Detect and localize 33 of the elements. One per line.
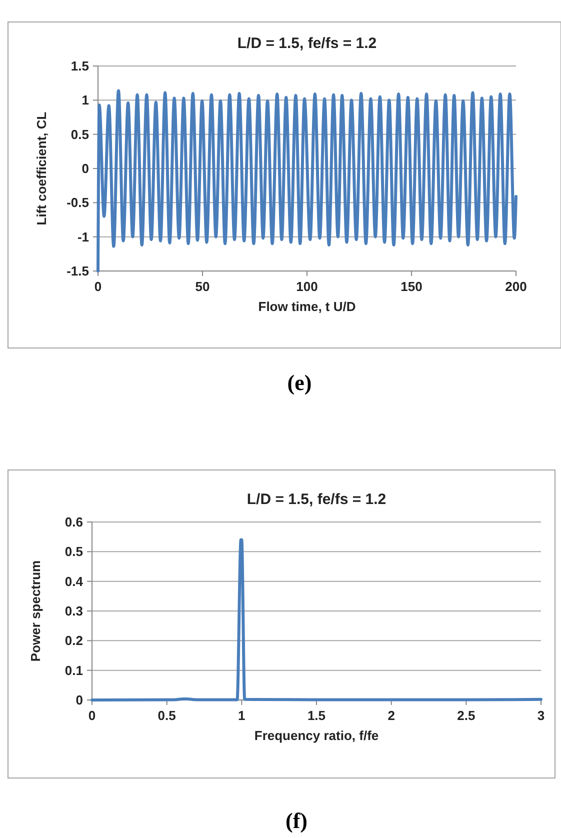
chart-title: L/D = 1.5, fe/fs = 1.2	[246, 491, 386, 508]
x-axis-title: Frequency ratio, f/fe	[254, 728, 379, 743]
x-tick-label: 2.5	[457, 708, 476, 723]
x-tick-label: 0	[94, 279, 102, 294]
x-tick-label: 200	[505, 279, 527, 294]
x-tick-label: 150	[400, 279, 422, 294]
x-tick-label: 100	[296, 279, 318, 294]
y-tick-label: 0.1	[64, 662, 83, 678]
y-tick-label: 0.3	[64, 604, 83, 618]
x-tick-label: 2	[388, 708, 395, 723]
x-tick-label: 0.5	[158, 708, 176, 723]
y-tick-label: 1	[82, 92, 89, 108]
x-axis-title: Flow time, t U/D	[258, 299, 356, 314]
y-tick-label: -1.5	[66, 264, 89, 278]
y-tick-label: -0.5	[66, 195, 89, 210]
y-tick-label: 0.4	[64, 574, 84, 589]
x-tick-label: 50	[195, 279, 210, 294]
y-axis-title: Power spectrum	[28, 560, 43, 662]
text: (e)	[287, 370, 312, 395]
y-tick-label: 0.5	[64, 544, 83, 560]
y-tick-label: -1	[77, 229, 89, 244]
x-tick-label: 1	[238, 708, 246, 723]
y-tick-label: 0	[76, 692, 83, 708]
y-tick-label: 0.2	[64, 633, 83, 648]
chart-title: L/D = 1.5, fe/fs = 1.2	[237, 35, 377, 52]
y-tick-label: 0.5	[70, 126, 89, 142]
y-tick-label: 0	[82, 161, 89, 176]
y-axis-title: Lift coefficient, CL	[34, 112, 49, 226]
y-tick-label: 1.5	[70, 58, 89, 74]
x-tick-label: 3	[537, 708, 545, 723]
text: (f)	[286, 808, 308, 833]
y-tick-label: 0.6	[64, 514, 83, 530]
x-tick-label: 1.5	[307, 708, 326, 723]
